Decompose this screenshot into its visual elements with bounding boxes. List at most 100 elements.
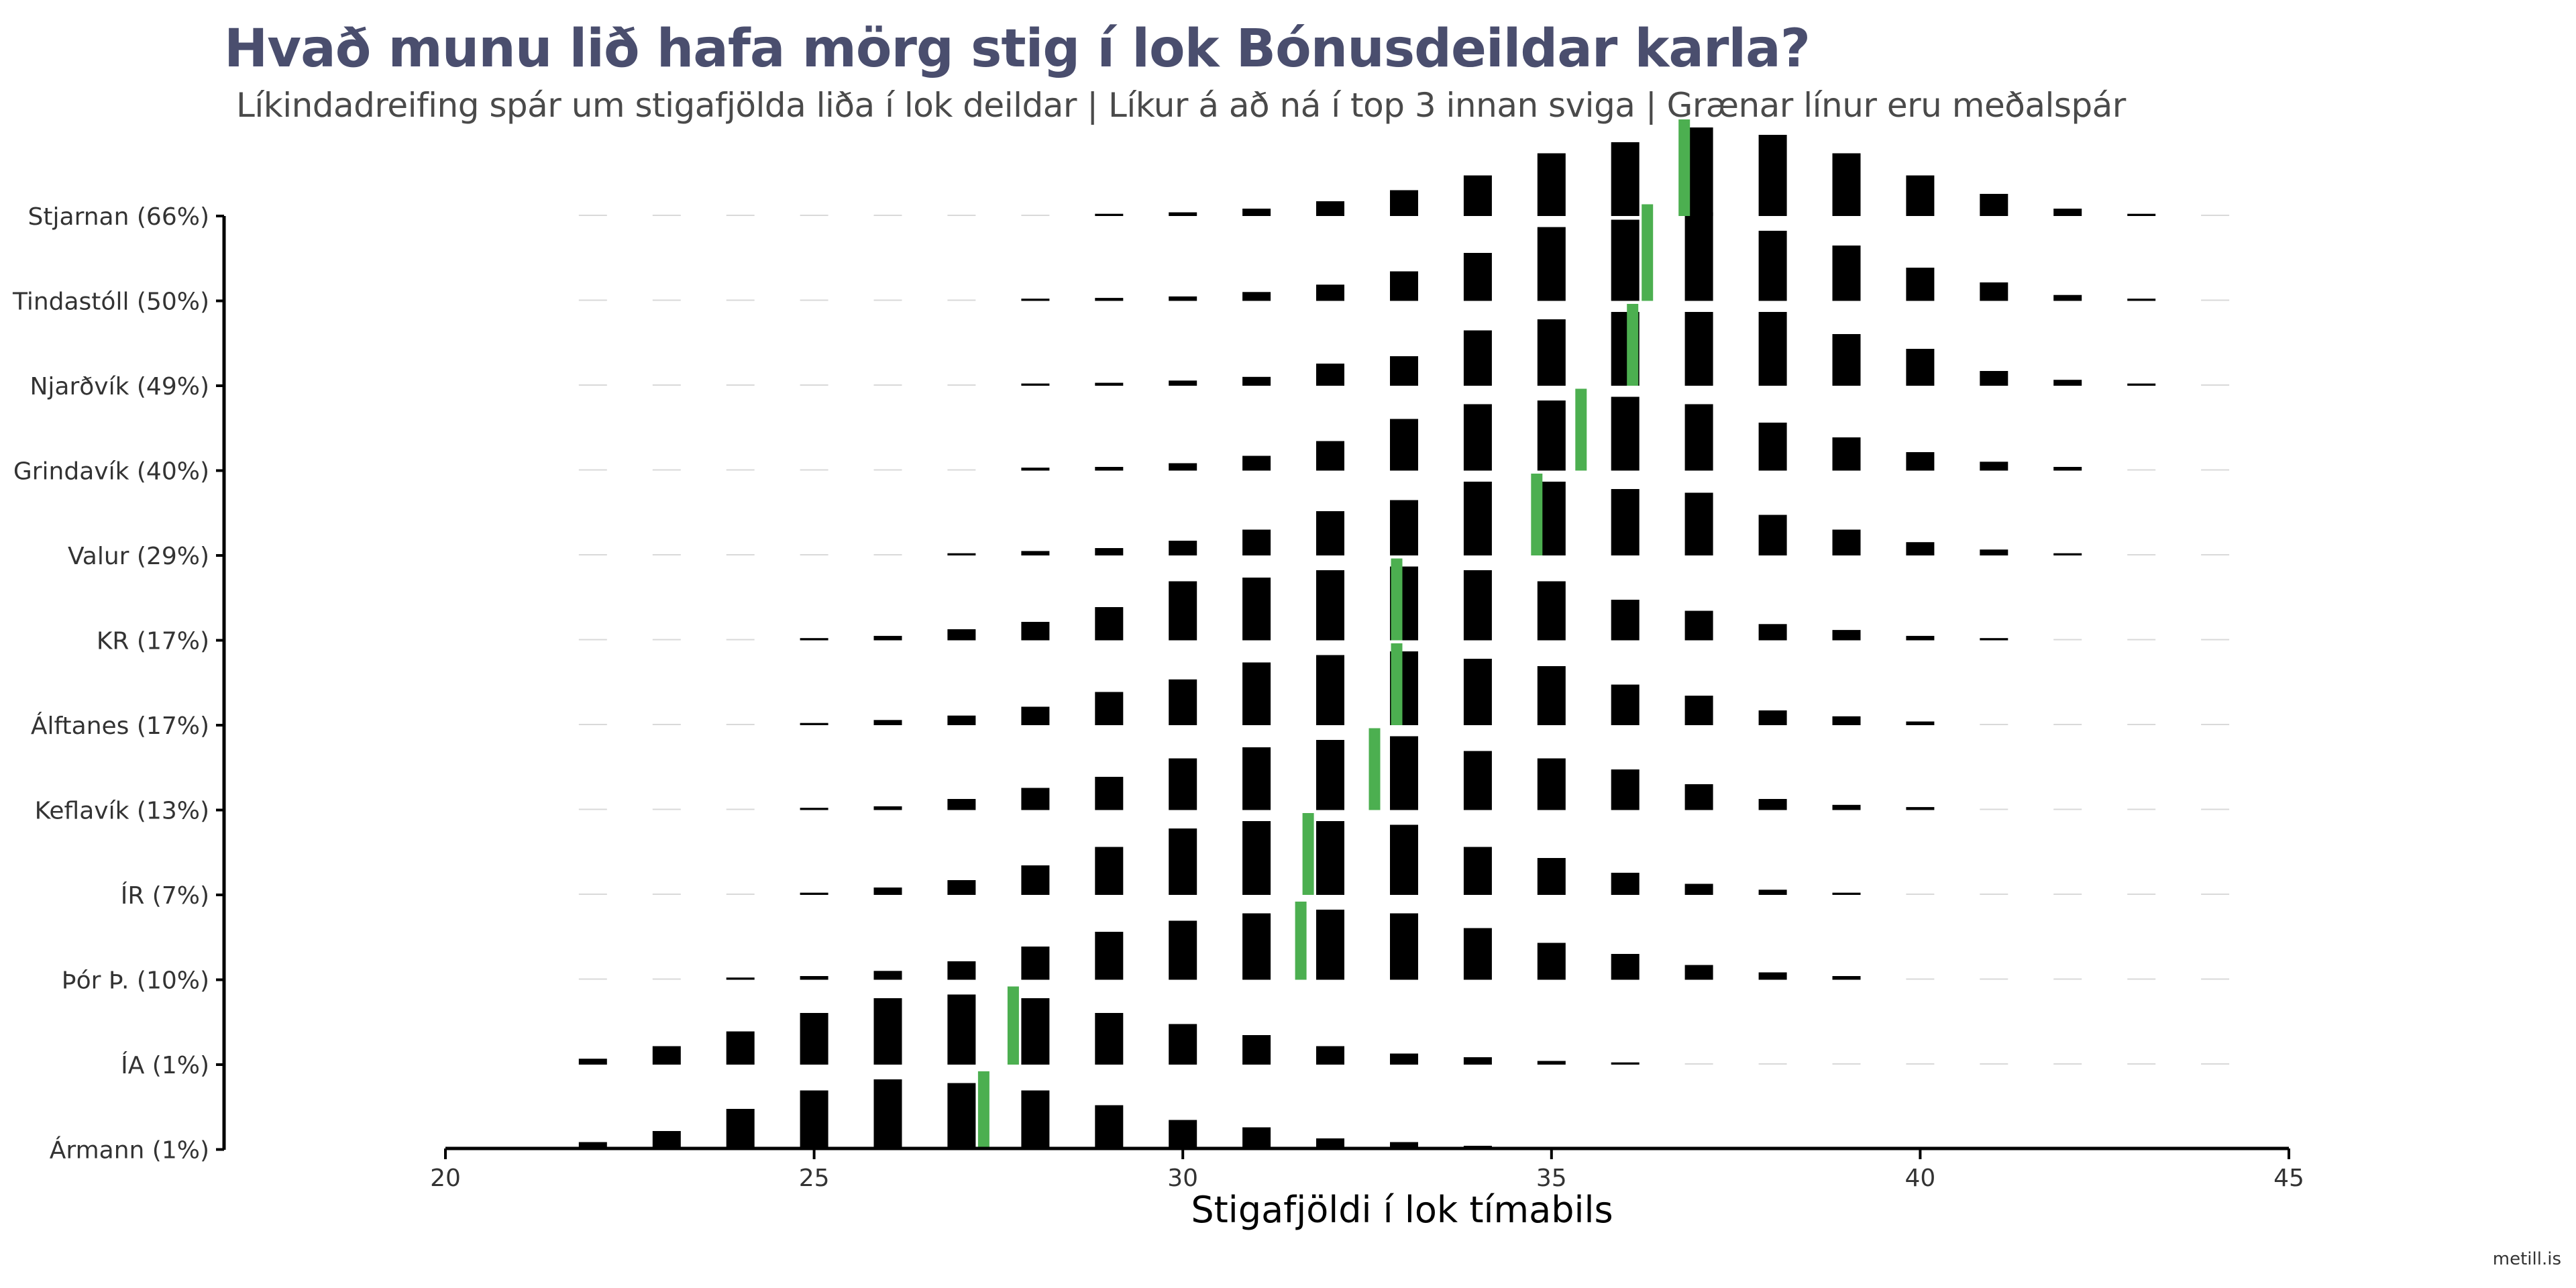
distribution-bar bbox=[2053, 894, 2082, 895]
distribution-bar bbox=[1684, 696, 1713, 725]
distribution-bar bbox=[1242, 747, 1271, 810]
distribution-bar bbox=[1906, 721, 1935, 725]
distribution-bar bbox=[2201, 724, 2230, 725]
distribution-bar bbox=[947, 880, 976, 895]
distribution-bar bbox=[1242, 376, 1271, 386]
distribution-bar bbox=[1758, 799, 1787, 810]
y-tick-label: Tindastóll (50%) bbox=[12, 288, 209, 316]
distribution-bar bbox=[1463, 928, 1492, 980]
distribution-bar bbox=[1611, 873, 1640, 895]
distribution-bar bbox=[1906, 635, 1935, 641]
distribution-bar bbox=[1980, 638, 2008, 641]
distribution-bar bbox=[1242, 913, 1271, 980]
distribution-bar bbox=[947, 994, 976, 1065]
distribution-bar bbox=[2127, 469, 2156, 471]
distribution-bar bbox=[726, 384, 755, 386]
distribution-bar bbox=[947, 799, 976, 810]
distribution-bar bbox=[1980, 808, 2008, 810]
distribution-bar bbox=[2127, 554, 2156, 555]
mean-line bbox=[1302, 813, 1314, 895]
distribution-bar bbox=[1390, 1142, 1418, 1150]
distribution-bar bbox=[873, 554, 902, 555]
distribution-bar bbox=[800, 638, 828, 641]
distribution-bar bbox=[726, 299, 755, 301]
distribution-bar bbox=[873, 215, 902, 216]
distribution-bar bbox=[1095, 692, 1124, 725]
distribution-bar bbox=[1316, 740, 1344, 810]
distribution-bar bbox=[1684, 610, 1713, 641]
distribution-bar bbox=[1537, 758, 1566, 810]
distribution-bar bbox=[1832, 246, 1861, 301]
y-tick-labels: Stjarnan (66%) Tindastóll (50%) Njarðvík (… bbox=[12, 203, 224, 1165]
distribution-bar bbox=[947, 1083, 976, 1150]
distribution-bar bbox=[2127, 1063, 2156, 1065]
distribution-bar bbox=[1980, 1063, 2008, 1065]
series-row bbox=[578, 1079, 2230, 1150]
source-credit: metill.is bbox=[2492, 1249, 2561, 1269]
distribution-bar bbox=[1095, 932, 1124, 980]
distribution-bar bbox=[2127, 639, 2156, 641]
distribution-bar bbox=[2201, 978, 2230, 980]
distribution-bar bbox=[652, 469, 681, 471]
distribution-bar bbox=[1095, 777, 1124, 810]
distribution-bar bbox=[1758, 972, 1787, 980]
distribution-bar bbox=[1316, 910, 1344, 980]
y-tick-label: Þór Þ. (10%) bbox=[62, 967, 209, 995]
x-tick-label: 20 bbox=[430, 1165, 461, 1192]
distribution-bar bbox=[578, 808, 607, 810]
distribution-bar bbox=[1611, 769, 1640, 810]
distribution-bar bbox=[1537, 666, 1566, 725]
distribution-bar bbox=[652, 554, 681, 555]
distribution-bar bbox=[578, 1142, 607, 1150]
x-tick-label: 40 bbox=[1904, 1165, 1935, 1192]
x-tick-labels: 20 25 30 35 40 45 bbox=[430, 1148, 2304, 1192]
distribution-bar bbox=[2053, 724, 2082, 725]
distribution-bar bbox=[2127, 383, 2156, 386]
distribution-bar bbox=[1463, 751, 1492, 810]
distribution-bar bbox=[1390, 271, 1418, 301]
distribution-bar bbox=[2053, 639, 2082, 641]
distribution-bar bbox=[1095, 548, 1124, 555]
distribution-bar bbox=[1021, 998, 1050, 1065]
distribution-bar bbox=[873, 888, 902, 895]
distribution-bar bbox=[1021, 865, 1050, 895]
distribution-bar bbox=[1463, 175, 1492, 216]
distribution-bar bbox=[1906, 268, 1935, 301]
distribution-bar bbox=[2053, 553, 2082, 555]
distribution-bar bbox=[1684, 965, 1713, 980]
series-row bbox=[578, 212, 2230, 301]
distribution-bar bbox=[1316, 570, 1344, 641]
distribution-bar bbox=[578, 215, 607, 216]
distribution-bar bbox=[1463, 404, 1492, 471]
distribution-bar bbox=[800, 299, 828, 301]
distribution-bar bbox=[1906, 1063, 1935, 1065]
distribution-bar bbox=[1390, 190, 1418, 216]
distribution-bar bbox=[1242, 292, 1271, 301]
distribution-bar bbox=[578, 299, 607, 301]
distribution-bar bbox=[2053, 209, 2082, 216]
distribution-bar bbox=[1537, 943, 1566, 980]
distribution-bar bbox=[947, 629, 976, 641]
distribution-bar bbox=[726, 469, 755, 471]
distribution-bar bbox=[1095, 847, 1124, 895]
distribution-bar bbox=[1169, 1120, 1197, 1150]
y-tick-label: Ármann (1%) bbox=[50, 1136, 209, 1165]
distribution-bar bbox=[578, 554, 607, 555]
distribution-bar bbox=[1316, 441, 1344, 471]
mean-line bbox=[1295, 902, 1307, 980]
distribution-bar bbox=[2127, 894, 2156, 895]
distribution-bar bbox=[726, 1109, 755, 1150]
distribution-bar bbox=[2201, 639, 2230, 641]
distribution-bar bbox=[1095, 213, 1124, 216]
distribution-bar bbox=[1021, 299, 1050, 301]
distribution-bar bbox=[1095, 467, 1124, 471]
distribution-bar bbox=[1906, 894, 1935, 895]
distribution-bar bbox=[1906, 349, 1935, 386]
distribution-bar bbox=[1095, 382, 1124, 386]
distribution-bar bbox=[1684, 212, 1713, 301]
distribution-bar bbox=[873, 299, 902, 301]
distribution-bar bbox=[2127, 299, 2156, 301]
distribution-bar bbox=[1095, 1105, 1124, 1150]
distribution-bar bbox=[2201, 894, 2230, 895]
